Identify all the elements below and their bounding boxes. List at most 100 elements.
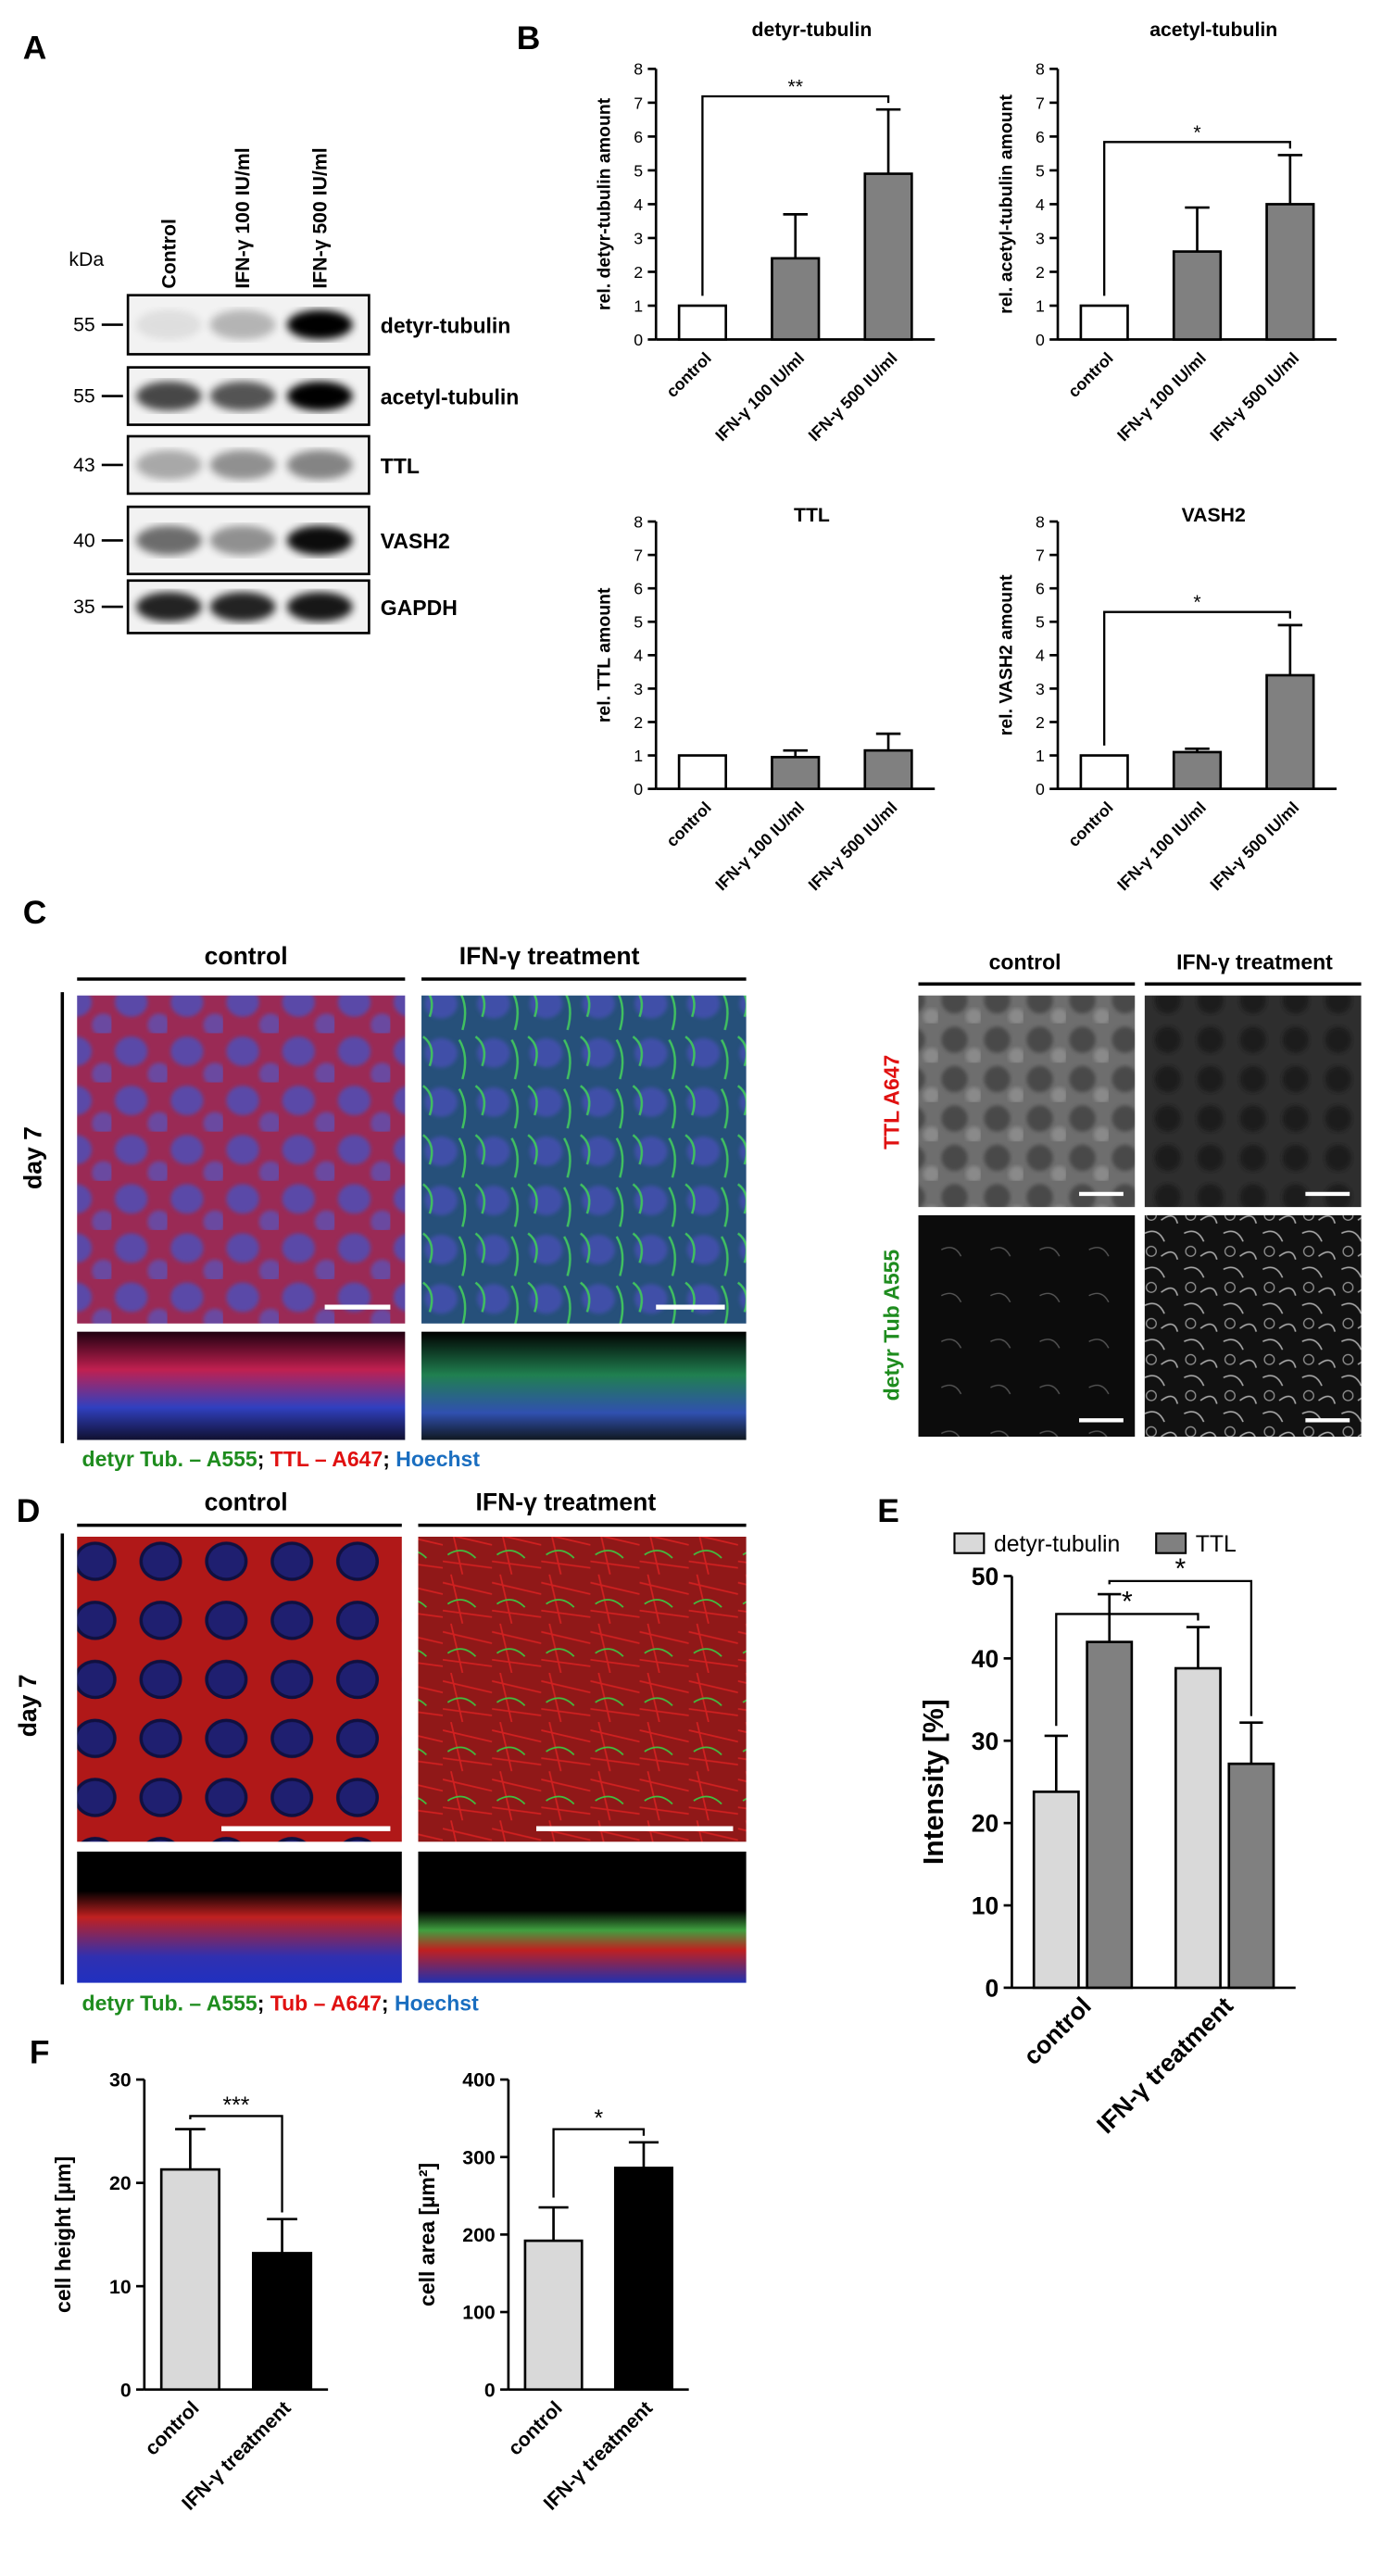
legend-swatch <box>953 1532 986 1554</box>
y-tick-label: 2 <box>1036 713 1045 732</box>
blot-band <box>209 450 276 480</box>
significance-label: * <box>1122 1587 1133 1617</box>
legend-item: detyr Tub. – A555 <box>82 1447 257 1471</box>
significance-label: * <box>1193 121 1200 144</box>
micrograph <box>418 1537 747 1842</box>
micrograph <box>918 995 1136 1208</box>
channel-label: TTL A647 <box>879 1055 903 1150</box>
y-tick-label: 5 <box>1036 613 1045 632</box>
y-tick-label: 8 <box>1036 60 1045 79</box>
y-tick-label: 20 <box>109 2172 132 2194</box>
y-tick-label: 7 <box>634 546 643 564</box>
y-tick-label: 1 <box>1036 747 1045 765</box>
significance-bracket <box>1103 610 1291 746</box>
significance-bracket <box>1055 1613 1199 1727</box>
y-tick-label: 7 <box>1036 546 1045 564</box>
error-bar <box>1277 623 1303 675</box>
y-tick-label: 6 <box>634 128 643 146</box>
y-tick-label: 2 <box>1036 263 1045 282</box>
bar <box>1086 1640 1134 1990</box>
significance-bracket <box>1108 1579 1253 1716</box>
micrograph <box>77 1537 402 1842</box>
chart-title: acetyl-tubulin <box>1149 19 1277 41</box>
legend: detyr Tub. – A555; TTL – A647; Hoechst <box>82 1447 481 1471</box>
x-tick-label: IFN-γ 100 IU/ml <box>1113 798 1210 895</box>
band-label: TTL <box>381 454 420 478</box>
y-axis-label: rel. TTL amount <box>595 587 615 723</box>
bar <box>863 748 913 790</box>
y-tick-label: 8 <box>634 60 643 79</box>
y-axis-label: rel. VASH2 amount <box>996 574 1016 735</box>
channel-label: detyr Tub A555 <box>879 1250 903 1401</box>
x-tick-label: IFN-γ 100 IU/ml <box>1113 348 1210 445</box>
bar <box>1079 304 1129 341</box>
condition-label: control <box>205 942 288 970</box>
y-tick-label: 30 <box>972 1728 999 1755</box>
y-tick-label: 30 <box>109 2069 132 2092</box>
micrograph <box>1144 1214 1362 1438</box>
y-tick-label: 400 <box>462 2069 495 2092</box>
z-stack <box>421 1331 747 1440</box>
error-bar <box>875 107 901 174</box>
legend: detyr Tub. – A555; Tub – A647; Hoechst <box>82 1992 480 2016</box>
blot-band <box>286 381 353 411</box>
y-tick-label: 3 <box>1036 680 1045 698</box>
y-tick-label: 40 <box>972 1645 999 1673</box>
bar <box>159 2168 220 2392</box>
panel-label: E <box>877 1492 899 1529</box>
panel-label: A <box>23 30 47 67</box>
bar-chart: detyr-tubulin 0 1 2 3 4 5 6 7 8 rel. detyr-tubulin… <box>595 19 936 445</box>
bar <box>863 172 913 341</box>
bar <box>1265 673 1315 790</box>
bar <box>1265 203 1315 341</box>
error-bar <box>1044 1734 1068 1792</box>
blot-band <box>286 450 353 480</box>
legend-label: detyr-tubulin <box>994 1532 1120 1557</box>
blot-band <box>135 525 202 556</box>
y-tick-label: 200 <box>462 2224 495 2246</box>
y-tick-label: 4 <box>1036 195 1045 214</box>
bar <box>251 2252 313 2392</box>
y-tick-label: 5 <box>634 161 643 180</box>
y-tick-label: 1 <box>634 747 643 765</box>
panel-label: D <box>17 1492 41 1529</box>
separator: ; <box>257 1447 270 1471</box>
band-label: acetyl-tubulin <box>381 384 520 408</box>
error-bar <box>1186 1626 1211 1669</box>
x-tick-label: control <box>504 2397 567 2460</box>
y-tick-label: 0 <box>634 331 643 349</box>
x-tick-label: IFN-γ 100 IU/ml <box>711 348 808 445</box>
y-tick-label: 10 <box>972 1892 999 1920</box>
bar <box>613 2167 673 2392</box>
y-tick-label: 2 <box>634 713 643 732</box>
bar <box>1032 1791 1080 1990</box>
significance-bracket <box>189 2115 283 2213</box>
chart-title: TTL <box>794 504 830 526</box>
x-tick-label: control <box>1064 348 1117 401</box>
error-bar <box>1098 1592 1122 1642</box>
error-bar <box>1185 206 1210 252</box>
bar <box>1227 1762 1275 1990</box>
separator: ; <box>257 1992 270 2016</box>
x-tick-label: control <box>1018 1992 1097 2070</box>
y-tick-label: 0 <box>120 2379 132 2401</box>
y-tick-label: 3 <box>634 680 643 698</box>
y-tick-label: 6 <box>634 580 643 598</box>
y-tick-label: 5 <box>1036 161 1045 180</box>
x-tick-label: control <box>662 348 715 401</box>
chart-title: detyr-tubulin <box>752 19 873 41</box>
y-tick-label: 7 <box>634 94 643 112</box>
z-stack <box>418 1851 747 1983</box>
legend-item: Hoechst <box>395 1992 479 2016</box>
x-tick-label: IFN-γ 500 IU/ml <box>1206 798 1302 895</box>
legend-item: Hoechst <box>396 1447 480 1471</box>
y-tick-label: 1 <box>1036 296 1045 315</box>
condition-label: IFN-γ treatment <box>459 942 640 970</box>
y-tick-label: 20 <box>972 1810 999 1838</box>
unit-label: kDa <box>69 248 104 270</box>
y-axis-label: cell height [µm] <box>51 2156 75 2313</box>
